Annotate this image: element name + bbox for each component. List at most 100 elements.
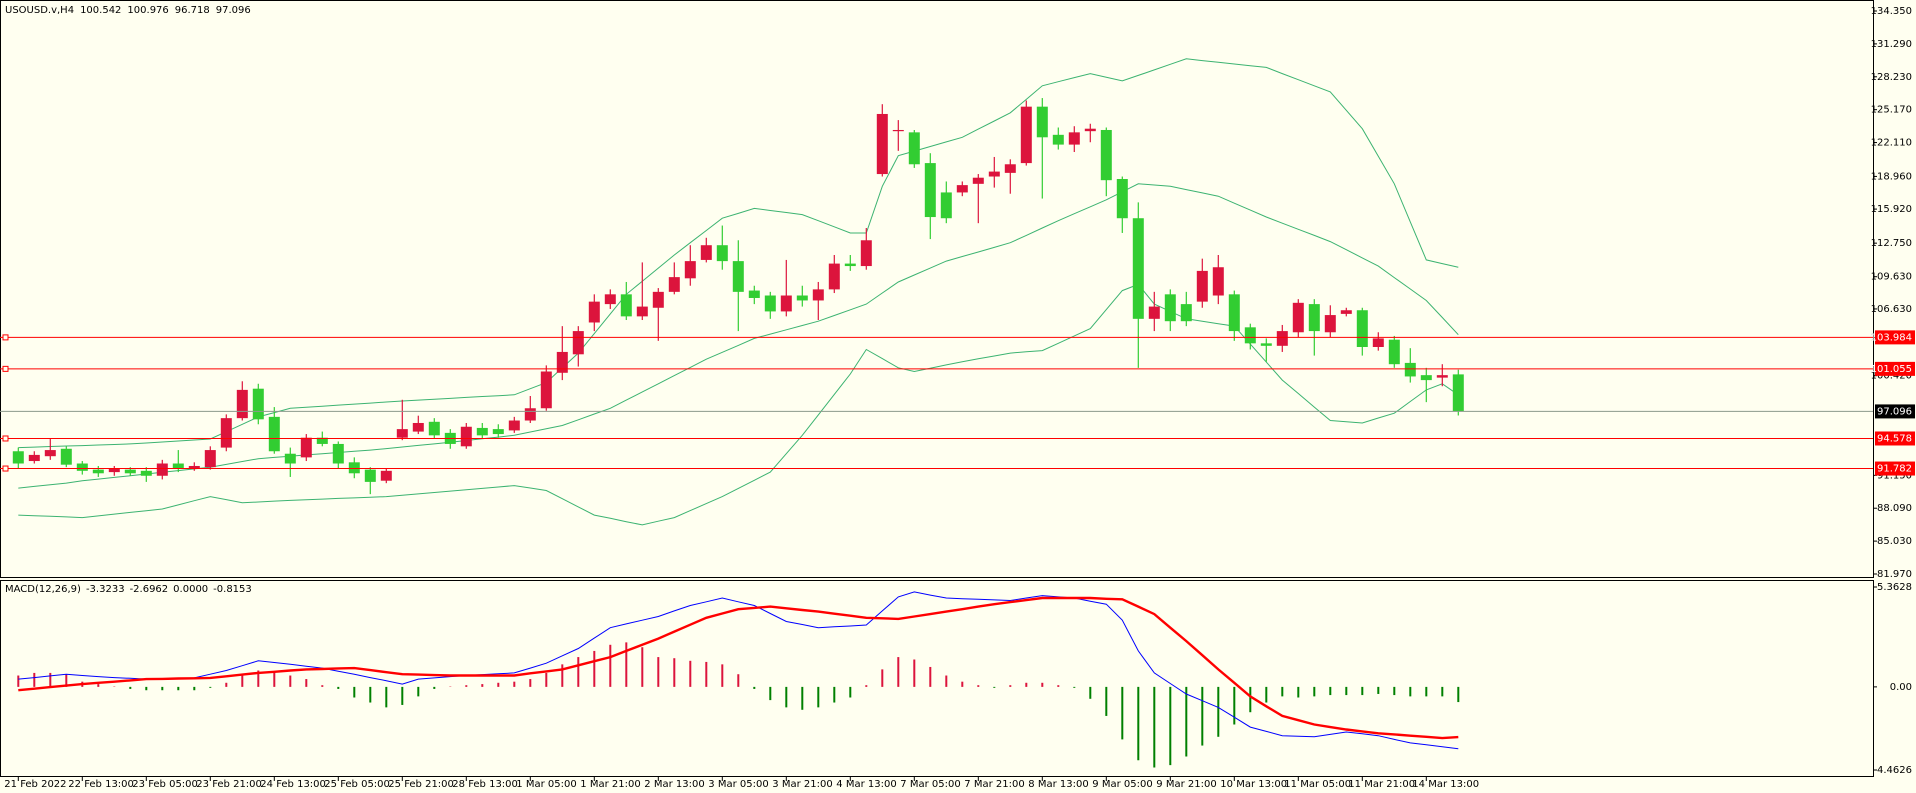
y-tick-label: 118.960 bbox=[1871, 171, 1912, 182]
macd-header-value: 0.0000 bbox=[173, 584, 208, 595]
level-label-box bbox=[1875, 431, 1915, 446]
x-tick-label: 3 Mar 21:00 bbox=[772, 779, 832, 790]
x-tick-label: 28 Feb 13:00 bbox=[452, 779, 518, 790]
x-tick-label: 11 Mar 21:00 bbox=[1348, 779, 1415, 790]
candle-body bbox=[1004, 164, 1016, 173]
candle-body bbox=[620, 294, 632, 317]
candle-body bbox=[1436, 375, 1448, 378]
y-tick-label: 112.750 bbox=[1871, 238, 1912, 249]
candle-body bbox=[684, 261, 696, 279]
ohlc-high: 100.976 bbox=[127, 5, 168, 16]
candle-body bbox=[44, 450, 56, 457]
y-tick-label: 0.00 bbox=[1890, 682, 1912, 693]
y-tick-label: 115.920 bbox=[1871, 204, 1912, 215]
macd-title: MACD(12,26,9) bbox=[5, 584, 81, 595]
level-handle bbox=[2, 465, 9, 472]
y-tick-label: 81.970 bbox=[1877, 569, 1912, 580]
level-label: 103.984 bbox=[1871, 332, 1912, 343]
candle-body bbox=[1260, 343, 1272, 346]
candle-body bbox=[876, 113, 888, 175]
y-tick-label: 85.030 bbox=[1877, 536, 1912, 547]
candle-body bbox=[1276, 331, 1288, 346]
x-tick-label: 10 Mar 13:00 bbox=[1220, 779, 1287, 790]
candle-body bbox=[108, 468, 120, 473]
candle-body bbox=[1404, 362, 1416, 377]
bid-label-box bbox=[1875, 404, 1915, 419]
candle-body bbox=[1324, 315, 1336, 333]
candle-body bbox=[700, 245, 712, 260]
candle-body bbox=[972, 177, 984, 184]
candle-body bbox=[1180, 304, 1192, 322]
candle-body bbox=[1244, 327, 1256, 344]
candle-body bbox=[220, 418, 232, 448]
x-tick-label: 25 Feb 05:00 bbox=[324, 779, 390, 790]
candle-body bbox=[428, 421, 440, 436]
candle-body bbox=[1452, 374, 1464, 412]
candle-body bbox=[380, 470, 392, 481]
candle-body bbox=[76, 463, 88, 471]
candle-body bbox=[476, 427, 488, 436]
x-tick-label: 23 Feb 21:00 bbox=[196, 779, 262, 790]
x-tick-label: 9 Mar 05:00 bbox=[1092, 779, 1152, 790]
macd-header-value: -3.3233 bbox=[86, 584, 125, 595]
candle-body bbox=[300, 437, 312, 458]
y-tick-label: 134.350 bbox=[1871, 6, 1912, 17]
y-tick-label: 100.420 bbox=[1871, 371, 1912, 382]
candle-body bbox=[844, 263, 856, 267]
ohlc-open: 100.542 bbox=[80, 5, 121, 16]
candle-body bbox=[924, 163, 936, 218]
level-label: 91.782 bbox=[1877, 464, 1912, 475]
candle-body bbox=[572, 331, 584, 355]
macd-line bbox=[18, 596, 1459, 740]
candle-body bbox=[172, 463, 184, 469]
x-tick-label: 1 Mar 21:00 bbox=[580, 779, 640, 790]
candle-body bbox=[1196, 270, 1208, 302]
x-tick-label: 21 Feb 2022 bbox=[4, 779, 66, 790]
candle-body bbox=[1340, 310, 1352, 314]
level-handle bbox=[2, 334, 9, 341]
x-tick-label: 9 Mar 21:00 bbox=[1156, 779, 1216, 790]
x-tick-label: 24 Feb 13:00 bbox=[260, 779, 326, 790]
ohlc-close: 97.096 bbox=[216, 5, 251, 16]
macd-panel bbox=[0, 580, 1874, 777]
candle-body bbox=[92, 469, 104, 474]
y-tick-label: 106.630 bbox=[1871, 304, 1912, 315]
candle-body bbox=[412, 422, 424, 432]
candle-body bbox=[524, 408, 536, 421]
candle-body bbox=[940, 192, 952, 219]
candle-body bbox=[140, 470, 152, 476]
candle-body bbox=[1116, 178, 1128, 219]
candle-body bbox=[812, 289, 824, 301]
candle-body bbox=[764, 295, 776, 312]
candle-body bbox=[332, 443, 344, 464]
candle-body bbox=[1308, 304, 1320, 332]
y-tick-label: 125.170 bbox=[1871, 105, 1912, 116]
y-tick-label: 109.630 bbox=[1871, 272, 1912, 283]
price-panel bbox=[0, 0, 1874, 578]
x-tick-label: 7 Mar 21:00 bbox=[964, 779, 1024, 790]
candle-body bbox=[1212, 267, 1224, 296]
level-handle bbox=[2, 365, 9, 372]
candle-body bbox=[892, 129, 904, 132]
candle-body bbox=[716, 245, 728, 262]
y-tick-label: 88.090 bbox=[1877, 503, 1912, 514]
candle-body bbox=[828, 263, 840, 290]
candle-body bbox=[28, 454, 40, 462]
macd-header: MACD(12,26,9) -3.3233 -2.6962 0.0000 -0.8153 bbox=[5, 584, 252, 595]
candle-body bbox=[1052, 134, 1064, 145]
candle-body bbox=[252, 388, 264, 420]
candle-body bbox=[1164, 294, 1176, 322]
macd-line bbox=[18, 591, 1459, 750]
x-tick-label: 25 Feb 21:00 bbox=[388, 779, 454, 790]
candle-body bbox=[188, 465, 200, 469]
candle-body bbox=[1100, 129, 1112, 181]
x-tick-label: 23 Feb 05:00 bbox=[132, 779, 198, 790]
candle-body bbox=[1036, 106, 1048, 138]
candle-body bbox=[636, 306, 648, 317]
level-handle bbox=[2, 435, 9, 442]
candle-body bbox=[236, 389, 248, 419]
y-tick-label: 122.110 bbox=[1871, 138, 1912, 149]
